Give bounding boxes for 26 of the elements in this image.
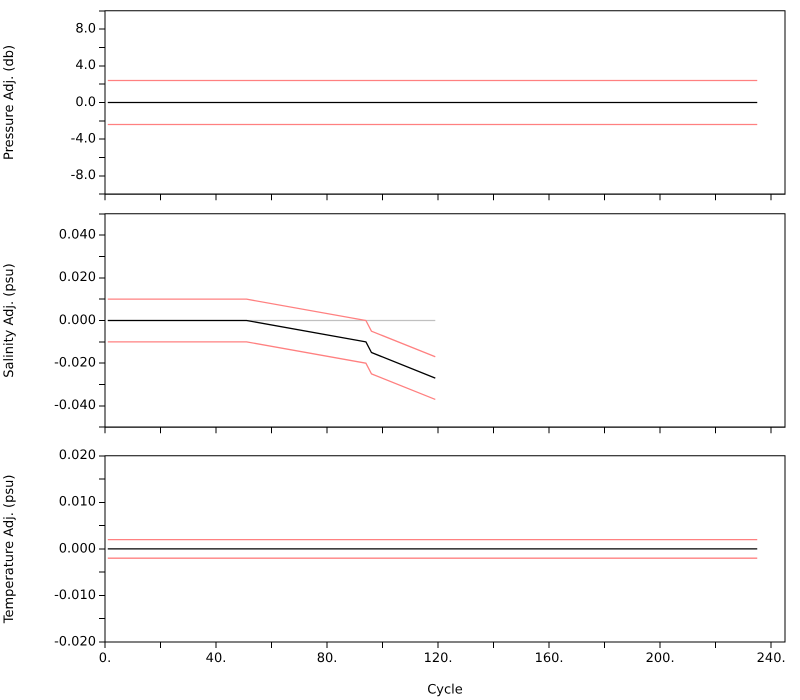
y-tick-label: -0.020 — [54, 634, 96, 650]
y-axis-title: Temperature Adj. (psu) — [2, 474, 18, 624]
y-axis-title: Salinity Adj. (psu) — [2, 263, 18, 378]
y-tick-label: -0.020 — [54, 356, 96, 371]
y-tick-label: -0.010 — [54, 588, 96, 603]
x-axis-title: Cycle — [427, 682, 463, 698]
x-tick-label: 160. — [534, 651, 564, 666]
x-tick-label: 200. — [646, 651, 675, 666]
y-tick-label: -8.0 — [70, 168, 96, 184]
x-tick-label: 80. — [316, 651, 338, 666]
y-tick-label: 0.000 — [58, 541, 96, 556]
y-tick-label: 8.0 — [75, 22, 96, 37]
x-tick-label: 0. — [98, 651, 112, 666]
x-tick-label: 120. — [424, 651, 453, 666]
y-tick-label: -0.040 — [54, 398, 96, 414]
y-tick-label: 0.020 — [58, 270, 96, 286]
y-tick-label: 4.0 — [75, 58, 96, 74]
x-tick-label: 40. — [206, 651, 226, 666]
y-tick-label: 0.0 — [75, 94, 96, 110]
y-tick-label: 0.040 — [58, 228, 96, 243]
x-tick-label: 240. — [756, 651, 786, 666]
y-axis-title: Pressure Adj. (db) — [2, 44, 18, 160]
y-tick-label: 0.020 — [58, 448, 96, 464]
y-tick-label: 0.010 — [58, 494, 96, 510]
y-tick-label: 0.000 — [58, 312, 96, 328]
y-tick-label: -4.0 — [70, 132, 96, 147]
